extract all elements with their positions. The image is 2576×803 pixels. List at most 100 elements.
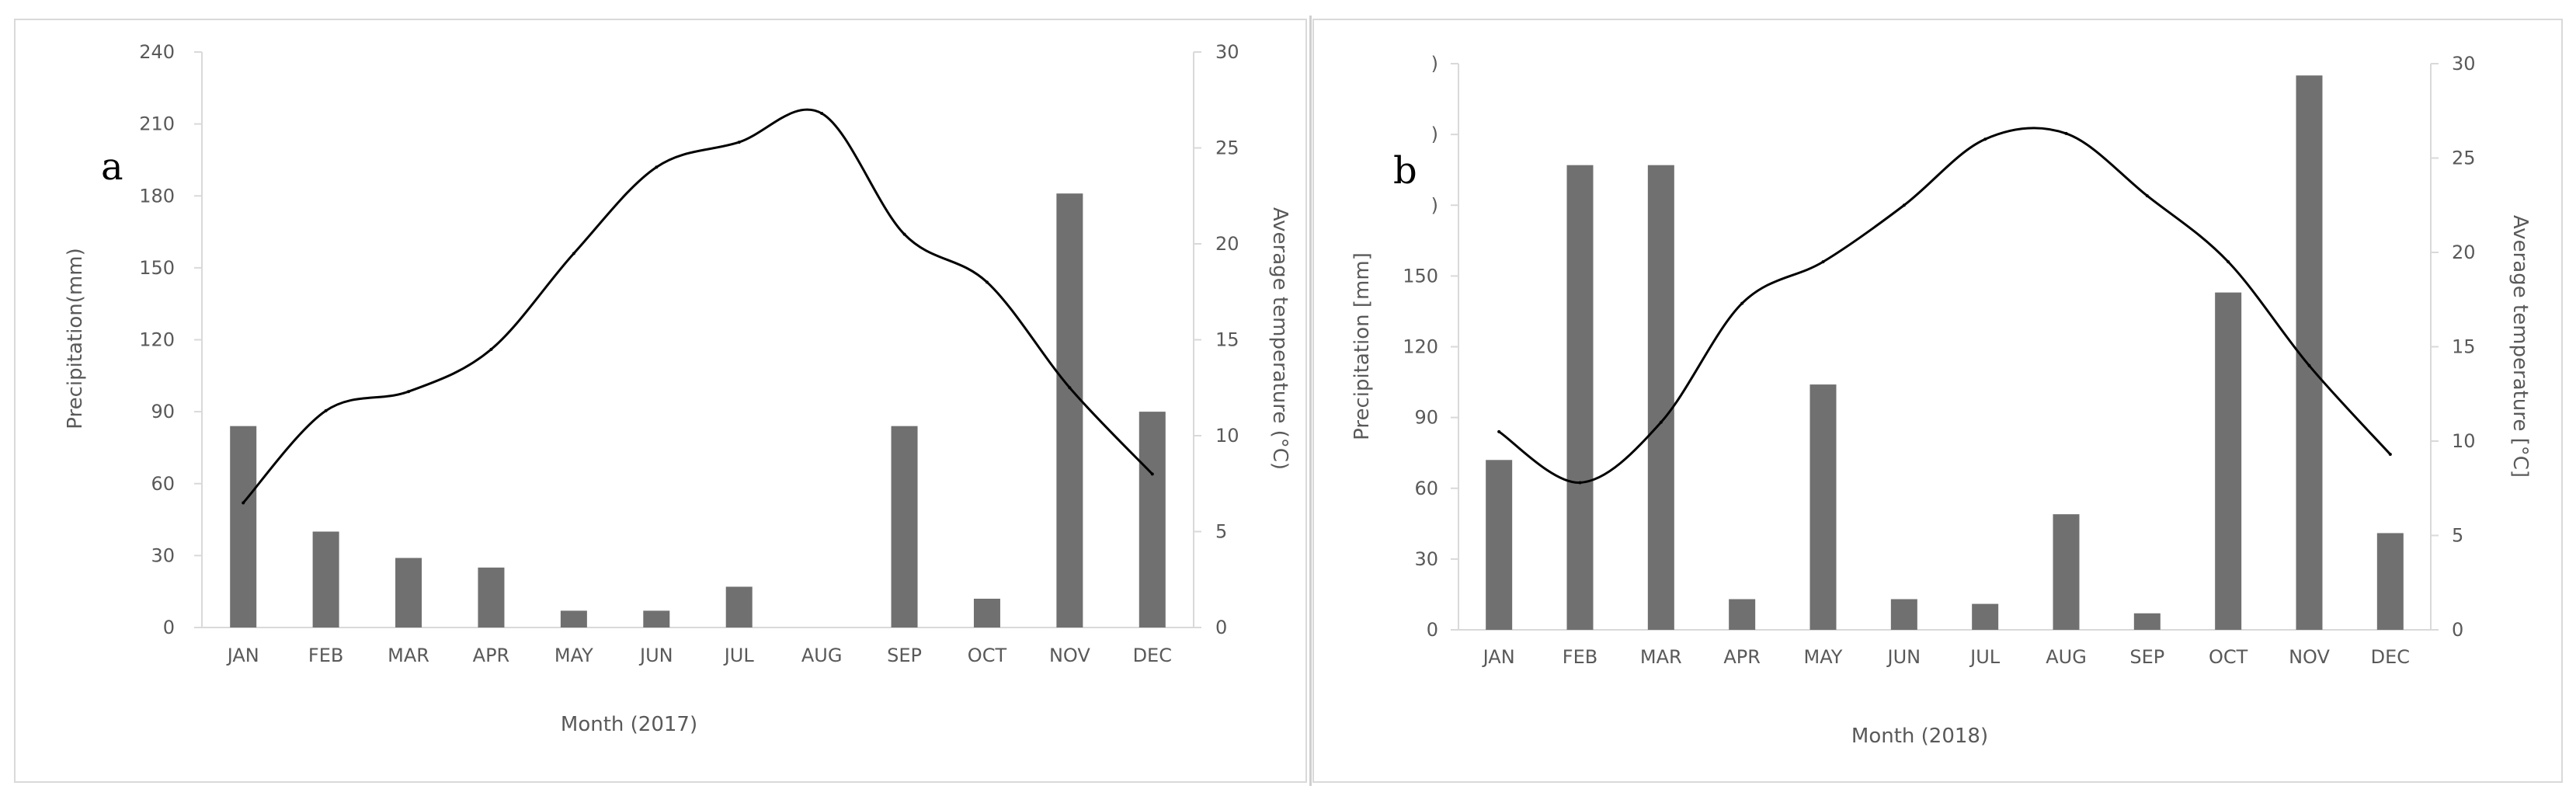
y-tick-label: 240 (139, 41, 175, 63)
x-tick-label: MAR (1640, 646, 1682, 668)
x-tick-label: AUG (801, 645, 843, 666)
temperature-point-nov (2307, 363, 2311, 367)
temperature-point-sep (902, 232, 906, 236)
y2-tick-label: 20 (2452, 242, 2476, 263)
x-tick-label: AUG (2046, 646, 2087, 668)
bar-nov (2296, 75, 2323, 630)
chart-a: 0 30 60 90 120 150 180 210 240 0 5 10 15 20 25 30 JAN FEB… (64, 41, 1291, 736)
temperature-point-oct (2227, 260, 2230, 264)
bar-jun (1890, 599, 1917, 630)
bar-sep (891, 426, 918, 627)
temperature-point-may (572, 252, 575, 255)
x-tick-label: OCT (2209, 646, 2248, 668)
y-tick-label: ) (1431, 194, 1438, 216)
x-tick-label: OCT (968, 645, 1007, 666)
y2-tick-label: 20 (1215, 233, 1239, 255)
bar-jun (643, 610, 670, 627)
y2-axis-title: Average temperature [°C] (2508, 215, 2532, 478)
y2-tick-label: 25 (2452, 148, 2476, 169)
temperature-point-nov (1068, 386, 1072, 390)
bar-aug (2053, 514, 2080, 630)
bar-feb (312, 531, 339, 627)
temperature-point-apr (1740, 301, 1744, 305)
y2-tick-label: 0 (1215, 617, 1227, 638)
y2-tick-label: 30 (2452, 53, 2476, 75)
chart-panel-b: 0 30 60 90 120 150))) 0 5 10 15 20 25 30 JAN FEB MAR APR… (1312, 19, 2563, 783)
temperature-point-feb (1578, 481, 1582, 485)
bar-jul (1972, 603, 1999, 630)
y-axis-title: Precipitation [mm] (1351, 252, 1374, 440)
y2-tick-label: 30 (1215, 41, 1239, 63)
temperature-point-jun (655, 165, 659, 169)
x-tick-label: SEP (2129, 646, 2164, 668)
y2-tick-label: 10 (1215, 425, 1239, 447)
bar-may (1809, 384, 1837, 630)
temperature-point-may (1821, 260, 1825, 264)
temperature-point-mar (1659, 420, 1663, 424)
y-tick-label: ) (1431, 123, 1438, 145)
y-tick-label: 0 (1427, 619, 1438, 641)
bar-feb (1566, 165, 1594, 631)
temperature-point-mar (407, 390, 411, 394)
temperature-point-jan (242, 501, 245, 505)
y2-tick-label: 5 (2452, 525, 2463, 547)
temperature-point-feb (324, 408, 328, 412)
y-tick-label: 60 (151, 473, 175, 495)
temperature-point-jul (1983, 137, 1987, 141)
x-tick-label: JUL (723, 645, 755, 666)
y-tick-label: 90 (151, 401, 175, 422)
chart-panel-a: 0 30 60 90 120 150 180 210 240 0 5 10 15 20 25 30 JAN FEB… (14, 19, 1307, 783)
temperature-point-dec (1150, 472, 1154, 476)
x-tick-label: FEB (1563, 646, 1597, 668)
panel-letter: b (1393, 149, 1417, 193)
chart-b: 0 30 60 90 120 150))) 0 5 10 15 20 25 30 JAN FEB MAR APR… (1351, 53, 2532, 748)
y-axis-title: Precipitation(mm) (64, 248, 87, 429)
y-tick-label: ) (1431, 53, 1438, 75)
x-tick-label: JAN (1482, 646, 1515, 668)
temperature-line (242, 108, 1153, 504)
y-tick-label: 120 (139, 329, 175, 351)
x-tick-label: APR (473, 645, 510, 666)
y2-tick-label: 15 (1215, 329, 1239, 351)
x-tick-label: FEB (308, 645, 343, 666)
bar-jan (1486, 460, 1513, 630)
temperature-point-apr (489, 347, 493, 351)
bar-sep (2133, 613, 2161, 630)
temperature-point-jun (1902, 203, 1906, 207)
y-tick-label: 60 (1414, 478, 1438, 499)
x-tick-label: DEC (1133, 645, 1172, 666)
y2-tick-label: 15 (2452, 336, 2476, 358)
y2-tick-label: 10 (2452, 430, 2476, 452)
x-tick-label: MAY (1804, 646, 1843, 668)
x-axis-title: Month (2017) (561, 713, 697, 736)
temperature-point-jan (1497, 429, 1501, 433)
temperature-point-dec (2388, 453, 2392, 457)
x-tick-label: APR (1723, 646, 1761, 668)
temperature-point-aug (820, 112, 824, 116)
x-tick-label: DEC (2371, 646, 2410, 668)
x-tick-label: MAR (388, 645, 429, 666)
temperature-point-jul (737, 141, 741, 144)
y2-tick-label: 0 (2452, 619, 2463, 641)
temperature-point-sep (2145, 194, 2149, 198)
bar-dec (2376, 533, 2404, 630)
panel-divider (1309, 16, 1312, 786)
bar-may (560, 610, 587, 627)
y2-axis-title: Average temperature (°C) (1268, 207, 1291, 470)
y-tick-label: 90 (1414, 407, 1438, 429)
bar-jul (725, 586, 753, 627)
x-tick-label: JAN (226, 645, 259, 666)
bar-mar (395, 558, 422, 627)
y-tick-label: 150 (1403, 265, 1438, 287)
bar-mar (1647, 165, 1674, 631)
y-tick-label: 0 (163, 617, 175, 638)
bar-oct (2215, 292, 2242, 630)
temperature-point-aug (2064, 131, 2068, 135)
bar-jan (230, 426, 257, 627)
bar-dec (1139, 412, 1166, 627)
bar-apr (1729, 599, 1756, 630)
y-tick-label: 210 (139, 113, 175, 135)
x-tick-label: MAY (554, 645, 593, 666)
temperature-line (1498, 127, 2391, 484)
x-tick-label: NOV (1049, 645, 1090, 666)
